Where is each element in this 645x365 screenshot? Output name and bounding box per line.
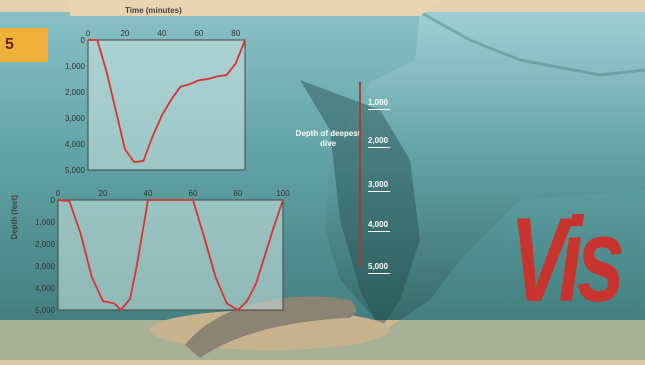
dive-profile-line-2-0 <box>57 199 284 312</box>
headline-text: Vis <box>510 200 625 327</box>
y-tick-label: 3,000 <box>65 114 86 123</box>
y-tick-label: 4,000 <box>65 140 86 149</box>
depth-marker-2000: 2,000 <box>368 136 390 148</box>
deepest-dive-label: Depth of deepest dive <box>295 129 361 148</box>
x-tick-label: 40 <box>157 29 166 38</box>
dive-profile-line-1-0 <box>88 39 246 164</box>
y-tick-label: 3,000 <box>35 262 56 271</box>
dive-depth-line <box>359 82 361 267</box>
y-tick-label: 1,000 <box>65 62 86 71</box>
time-axis-title: Time (minutes) <box>125 6 182 15</box>
x-tick-label: 20 <box>99 189 108 198</box>
dive-profile-chart-2: 0 20 40 60 80 100 0 1,000 2,000 3,000 4,000 5,000 <box>35 189 290 315</box>
x-tick-label: 100 <box>276 189 290 198</box>
x-tick-label: 80 <box>234 189 243 198</box>
y-tick-label: 2,000 <box>65 88 86 97</box>
x-tick-label: 40 <box>144 189 153 198</box>
depth-marker-1000: 1,000 <box>368 98 390 110</box>
x-tick-label: 20 <box>120 29 129 38</box>
y-tick-label: 0 <box>81 36 86 45</box>
plot-area <box>57 199 284 311</box>
x-tick-label: 60 <box>194 29 203 38</box>
dive-profile-chart-1: 0 20 40 60 80 0 1,000 2,000 3,000 4,000 5,000 <box>65 29 246 175</box>
depth-marker-5000: 5,000 <box>368 262 390 274</box>
y-tick-label: 5,000 <box>35 306 56 315</box>
page-number: 5 <box>5 36 14 53</box>
x-tick-label: 0 <box>86 29 91 38</box>
depth-marker-3000: 3,000 <box>368 180 390 192</box>
plot-area <box>87 39 246 171</box>
y-tick-label: 2,000 <box>35 240 56 249</box>
depth-marker-4000: 4,000 <box>368 220 390 232</box>
page-number-badge: 5 <box>0 28 48 62</box>
headline-fragment: Vis <box>510 200 645 350</box>
x-tick-label: 0 <box>56 189 61 198</box>
x-tick-label: 60 <box>189 189 198 198</box>
y-tick-label: 5,000 <box>65 166 86 175</box>
y-tick-label: 0 <box>51 196 56 205</box>
y-tick-label: 1,000 <box>35 218 56 227</box>
y-tick-label: 4,000 <box>35 284 56 293</box>
dolphin-illustration <box>185 296 356 358</box>
x-tick-label: 80 <box>231 29 240 38</box>
